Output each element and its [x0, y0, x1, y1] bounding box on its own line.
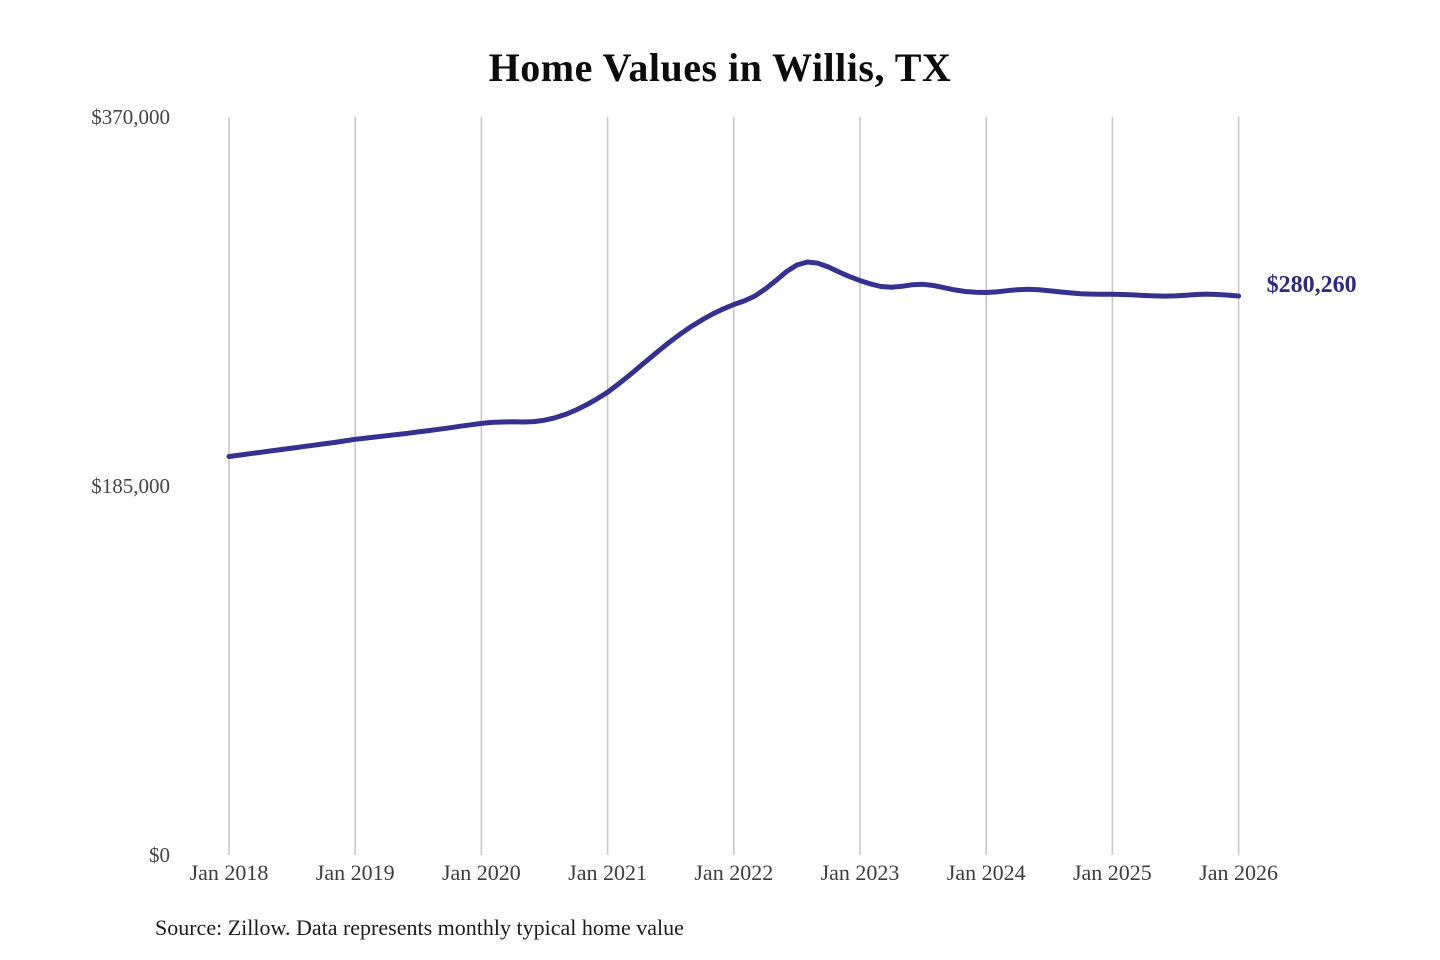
x-axis-tick-jan-2024: Jan 2024 [946, 860, 1026, 885]
x-axis-tick-jan-2019: Jan 2019 [315, 860, 395, 885]
y-axis-tick-185000: $185,000 [91, 474, 170, 498]
x-axis-tick-jan-2021: Jan 2021 [568, 860, 647, 885]
y-axis-tick-0: $0 [149, 843, 170, 867]
x-axis-tick-jan-2025: Jan 2025 [1072, 860, 1152, 885]
x-axis-tick-jan-2026: Jan 2026 [1199, 860, 1278, 885]
x-axis-tick-jan-2018: Jan 2018 [189, 860, 269, 885]
x-axis-tick-jan-2020: Jan 2020 [441, 860, 521, 885]
x-axis-tick-jan-2022: Jan 2022 [694, 860, 774, 885]
latest-value-annotation: $280,260 [1266, 271, 1357, 298]
y-axis-tick-370000: $370,000 [91, 105, 170, 129]
home-value-line [226, 259, 1242, 459]
chart-title: Home Values in Willis, TX [488, 45, 952, 90]
source-note: Source: Zillow. Data represents monthly … [155, 915, 684, 940]
x-axis-tick-jan-2023: Jan 2023 [820, 860, 900, 885]
